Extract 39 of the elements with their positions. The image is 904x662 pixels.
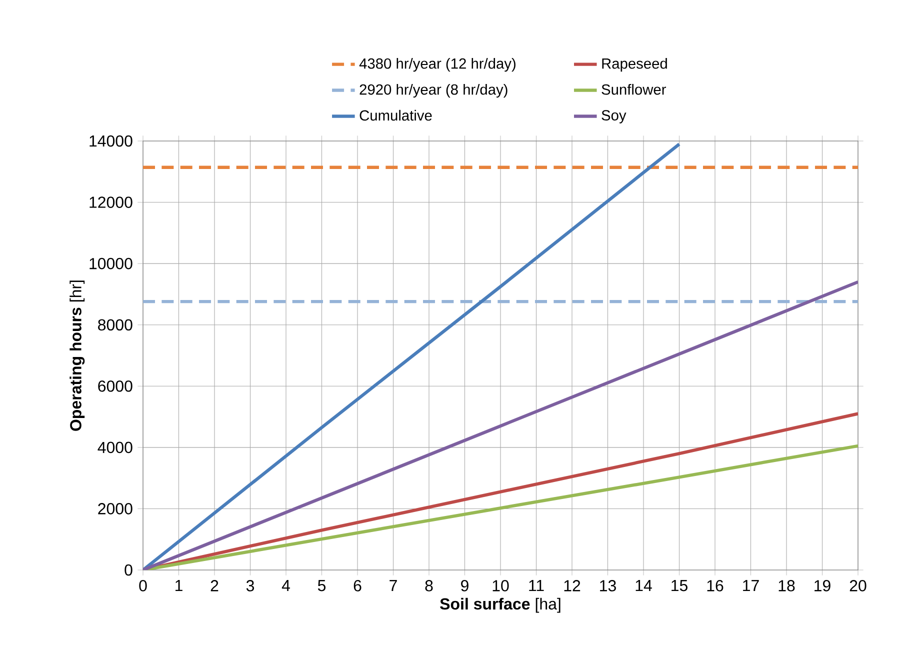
x-tick-label: 2 [210, 580, 218, 592]
x-tick-label: 16 [707, 580, 724, 592]
x-tick-label: 5 [318, 580, 326, 592]
x-tick-label: 10 [492, 580, 509, 592]
x-tick-label: 4 [282, 580, 290, 592]
x-axis-title: Soil surface [ha] [440, 598, 560, 613]
x-tick-label: 3 [246, 580, 254, 592]
x-tick-label: 18 [778, 580, 795, 592]
y-tick-label: 6000 [98, 380, 132, 392]
x-tick-label: 1 [176, 580, 182, 592]
legend-label: Cumulative [360, 110, 432, 121]
legend-label: 2920 hr/year (8 hr/day) [360, 84, 508, 98]
y-tick-label: 14000 [90, 135, 132, 147]
legend-label: Rapeseed [602, 58, 667, 72]
x-tick-label: 17 [743, 580, 759, 592]
x-tick-label: 6 [354, 580, 362, 592]
x-tick-label: 12 [564, 580, 580, 592]
line-series [143, 142, 681, 570]
x-tick-label: 8 [425, 580, 433, 592]
legend-label: 4380 hr/year (12 hr/day) [359, 58, 516, 72]
legend-label: Soy [602, 110, 626, 124]
x-tick-label: 15 [672, 580, 688, 592]
x-tick-label: 20 [850, 580, 866, 592]
y-tick-label: 12000 [90, 196, 132, 208]
y-tick-label: 8000 [98, 319, 132, 331]
y-tick-label: 4000 [98, 442, 132, 454]
x-tick-label: 9 [461, 580, 468, 592]
line-series [143, 280, 858, 570]
y-tick-label: 0 [124, 564, 132, 576]
x-tick-label: 7 [390, 580, 397, 592]
x-tick-label: 19 [814, 580, 830, 592]
x-tick-label: 11 [529, 580, 544, 592]
x-tick-label: 0 [139, 580, 147, 592]
legend-label: Sunflower [602, 84, 666, 95]
y-tick-label: 10000 [90, 258, 132, 270]
x-tick-label: 14 [636, 580, 652, 592]
y-axis-title: Operating hours [hr] [70, 280, 85, 431]
y-tick-label: 2000 [98, 503, 132, 514]
x-tick-label: 13 [600, 580, 616, 592]
